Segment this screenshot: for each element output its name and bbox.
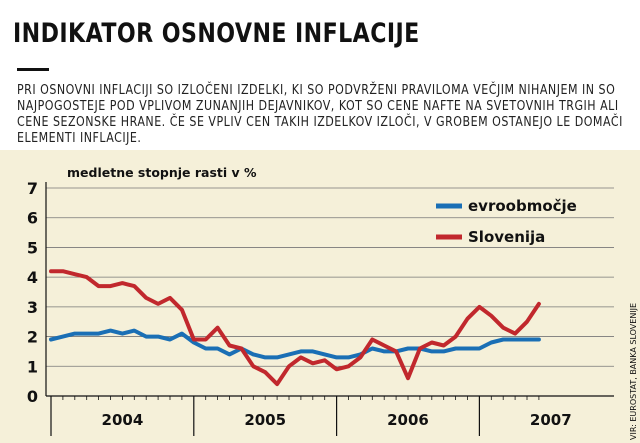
legend-label: evroobmočje <box>468 197 577 215</box>
legend-label: Slovenija <box>468 228 545 246</box>
y-tick-label: 4 <box>27 268 38 287</box>
x-tick-label: 2004 <box>102 411 144 429</box>
gridlines <box>46 187 614 367</box>
legend: evroobmočje Slovenija <box>436 197 577 246</box>
y-tick-label: 1 <box>27 357 38 376</box>
y-tick-label: 6 <box>27 209 38 228</box>
header: INDIKATOR OSNOVNE INFLACIJE PRI OSNOVNI … <box>0 0 640 150</box>
x-tick-label: 2005 <box>244 411 286 429</box>
page-title: INDIKATOR OSNOVNE INFLACIJE <box>13 18 420 49</box>
y-axis-label: medletne stopnje rasti v % <box>67 165 257 180</box>
description-text: PRI OSNOVNI INFLACIJI SO IZLOČENI IZDELK… <box>17 82 623 146</box>
chart-area: 0 1 2 3 4 5 6 7 2004 2005 2006 2007 medletne stopn… <box>0 150 640 443</box>
axes <box>45 182 614 436</box>
series-lines <box>49 269 541 387</box>
y-tick-label: 5 <box>27 238 38 257</box>
y-tick-labels: 0 1 2 3 4 5 6 7 <box>27 179 38 406</box>
series-line-slovenija <box>49 269 541 387</box>
y-tick-label: 7 <box>27 179 38 198</box>
y-tick-label: 3 <box>27 298 38 317</box>
line-chart: 0 1 2 3 4 5 6 7 2004 2005 2006 2007 medletne stopn… <box>27 165 638 440</box>
title-underline <box>17 68 49 71</box>
y-tick-label: 0 <box>27 387 38 406</box>
x-tick-label: 2007 <box>530 411 572 429</box>
source-note: VIR: EUROSTAT, BANKA SLOVENIJE <box>629 303 638 440</box>
y-tick-label: 2 <box>27 328 38 347</box>
x-tick-label: 2006 <box>387 411 429 429</box>
x-tick-labels: 2004 2005 2006 2007 <box>102 411 572 429</box>
series-line-evroobmocje <box>49 328 541 360</box>
